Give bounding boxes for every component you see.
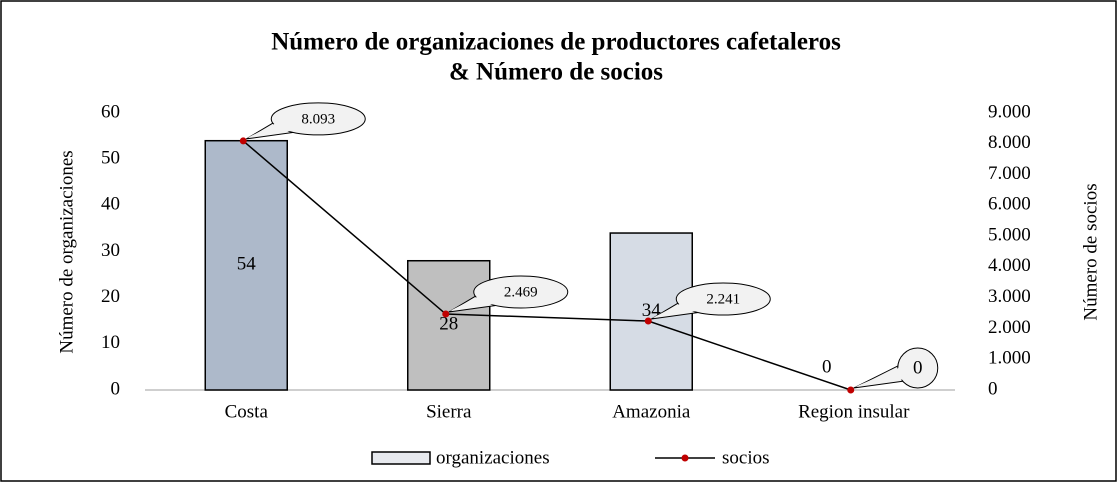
y2-tick-label: 4.000 — [988, 255, 1031, 276]
y2-tick-label: 0 — [988, 378, 998, 399]
y-tick-label: 60 — [101, 101, 120, 122]
y-tick-label: 40 — [101, 194, 120, 215]
legend-label: socios — [722, 447, 770, 468]
line-marker — [239, 137, 247, 145]
line-marker — [847, 386, 855, 394]
y-tick-label: 20 — [101, 286, 120, 307]
y2-tick-label: 1.000 — [988, 348, 1031, 369]
y-tick-label: 10 — [101, 332, 120, 353]
y-tick-label: 50 — [101, 148, 120, 169]
y-tick-label: 30 — [101, 240, 120, 261]
bar — [407, 259, 491, 391]
y2-tick-label: 7.000 — [988, 163, 1031, 184]
bar-label: 28 — [439, 314, 458, 335]
y2-tick-label: 9.000 — [988, 101, 1031, 122]
callout-pointer-fill — [652, 295, 710, 319]
line — [242, 140, 851, 391]
data-label: 2.469 — [504, 284, 538, 300]
y2-tick-label: 5.000 — [988, 224, 1031, 245]
y2-tick-label: 3.000 — [988, 286, 1031, 307]
line-marker — [442, 310, 450, 318]
x-tick-label: Amazonia — [612, 401, 691, 422]
x-tick-label: Sierra — [426, 401, 472, 422]
bar — [204, 139, 288, 391]
y-tick-label: 0 — [111, 378, 121, 399]
y2-axis-title: Número de socios — [1080, 183, 1101, 320]
legend-marker — [681, 454, 689, 462]
bar-label: 54 — [237, 254, 257, 275]
data-label: 0 — [913, 357, 923, 378]
callout-pointer-fill — [854, 364, 912, 387]
y-axis-title: Número de organizaciones — [56, 150, 77, 353]
data-label: 8.093 — [301, 111, 335, 127]
legend-label: organizaciones — [436, 447, 550, 468]
y2-tick-label: 2.000 — [988, 317, 1031, 338]
data-label: 2.241 — [706, 291, 740, 307]
y2-tick-label: 6.000 — [988, 194, 1031, 215]
callout-pointer-fill — [247, 114, 305, 138]
y2-tick-label: 8.000 — [988, 132, 1031, 153]
callout-pointer-fill — [449, 288, 507, 312]
x-tick-label: Region insular — [798, 401, 910, 422]
chart-title: & Número de socios — [449, 59, 663, 86]
bar-label: 0 — [822, 356, 832, 377]
line-marker — [644, 317, 652, 325]
legend-swatch — [371, 451, 431, 465]
x-tick-label: Costa — [225, 401, 269, 422]
chart-title: Número de organizaciones de productores … — [271, 29, 841, 56]
